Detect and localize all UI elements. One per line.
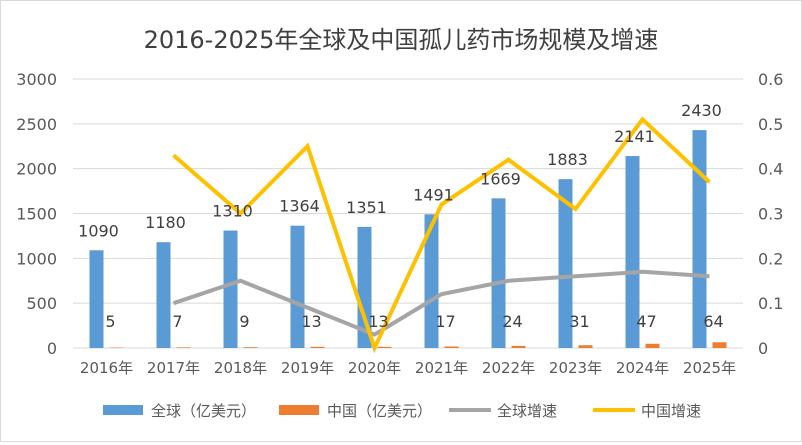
x-tick-label: 2016年	[80, 359, 133, 377]
data-label-china: 5	[105, 312, 115, 331]
legend-label: 中国（亿美元）	[327, 402, 432, 420]
y-tick-label: 2000	[16, 160, 57, 179]
y-tick-label: 1000	[16, 249, 57, 268]
legend-swatch	[279, 405, 319, 415]
data-label-global: 2141	[614, 127, 655, 146]
data-label-china: 24	[502, 312, 522, 331]
legend-swatch	[103, 405, 143, 415]
bar-global	[157, 242, 171, 348]
bar-china	[512, 346, 526, 348]
legend-label: 中国增速	[641, 402, 701, 420]
x-tick-label: 2022年	[482, 359, 535, 377]
bar-china	[311, 347, 325, 348]
x-tick-label: 2023年	[549, 359, 602, 377]
bar-china	[646, 344, 660, 348]
chart-title: 2016-2025年全球及中国孤儿药市场规模及增速	[144, 26, 659, 54]
y-axis-left: 0 500 1000 1500 2000 2500 3000	[16, 70, 57, 358]
legend-label: 全球增速	[497, 402, 557, 420]
data-label-global: 1883	[547, 150, 588, 169]
y2-tick-label: 0.5	[758, 115, 783, 134]
bar-global	[224, 231, 238, 348]
bar-china	[713, 342, 727, 348]
data-label-china: 31	[569, 312, 589, 331]
data-label-global: 1491	[413, 185, 454, 204]
y-tick-label: 0	[47, 339, 57, 358]
bar-china	[378, 347, 392, 348]
y-axis-right: 0 0.1 0.2 0.3 0.4 0.5 0.6	[758, 70, 783, 358]
data-label-china: 13	[368, 312, 388, 331]
bar-china	[579, 345, 593, 348]
data-label-china: 47	[636, 312, 656, 331]
data-label-global: 1310	[212, 202, 253, 221]
x-tick-label: 2024年	[616, 359, 669, 377]
bar-china	[244, 347, 258, 348]
legend-label: 全球（亿美元）	[151, 402, 256, 420]
data-label-global: 1669	[480, 169, 521, 188]
y-tick-label: 500	[26, 294, 57, 313]
y2-tick-label: 0.3	[758, 205, 783, 224]
y2-tick-label: 0.6	[758, 70, 783, 89]
x-tick-label: 2025年	[683, 359, 736, 377]
data-label-china: 17	[435, 312, 455, 331]
y-tick-label: 2500	[16, 115, 57, 134]
y-tick-label: 1500	[16, 205, 57, 224]
bar-global	[90, 250, 104, 348]
y-tick-label: 3000	[16, 70, 57, 89]
x-tick-label: 2017年	[147, 359, 200, 377]
y2-tick-label: 0.1	[758, 294, 783, 313]
bar-china	[177, 347, 191, 348]
data-label-global: 1180	[145, 213, 186, 232]
x-tick-label: 2021年	[415, 359, 468, 377]
x-tick-label: 2018年	[214, 359, 267, 377]
legend: 全球（亿美元） 中国（亿美元） 全球增速 中国增速	[103, 402, 701, 420]
bar-china	[445, 346, 459, 348]
data-label-global: 2430	[681, 101, 722, 120]
x-tick-label: 2019年	[281, 359, 334, 377]
y2-tick-label: 0.2	[758, 249, 783, 268]
data-label-china: 9	[239, 312, 249, 331]
data-label-global: 1351	[346, 198, 387, 217]
x-tick-label: 2020年	[348, 359, 401, 377]
y2-tick-label: 0.4	[758, 160, 783, 179]
x-axis: 2016年 2017年 2018年 2019年 2020年 2021年 2022年 2023年…	[80, 359, 736, 377]
data-label-global: 1090	[78, 221, 119, 240]
data-label-global: 1364	[279, 197, 320, 216]
data-label-china: 7	[172, 312, 182, 331]
data-label-china: 13	[301, 312, 321, 331]
y2-tick-label: 0	[758, 339, 768, 358]
data-label-china: 64	[703, 312, 723, 331]
